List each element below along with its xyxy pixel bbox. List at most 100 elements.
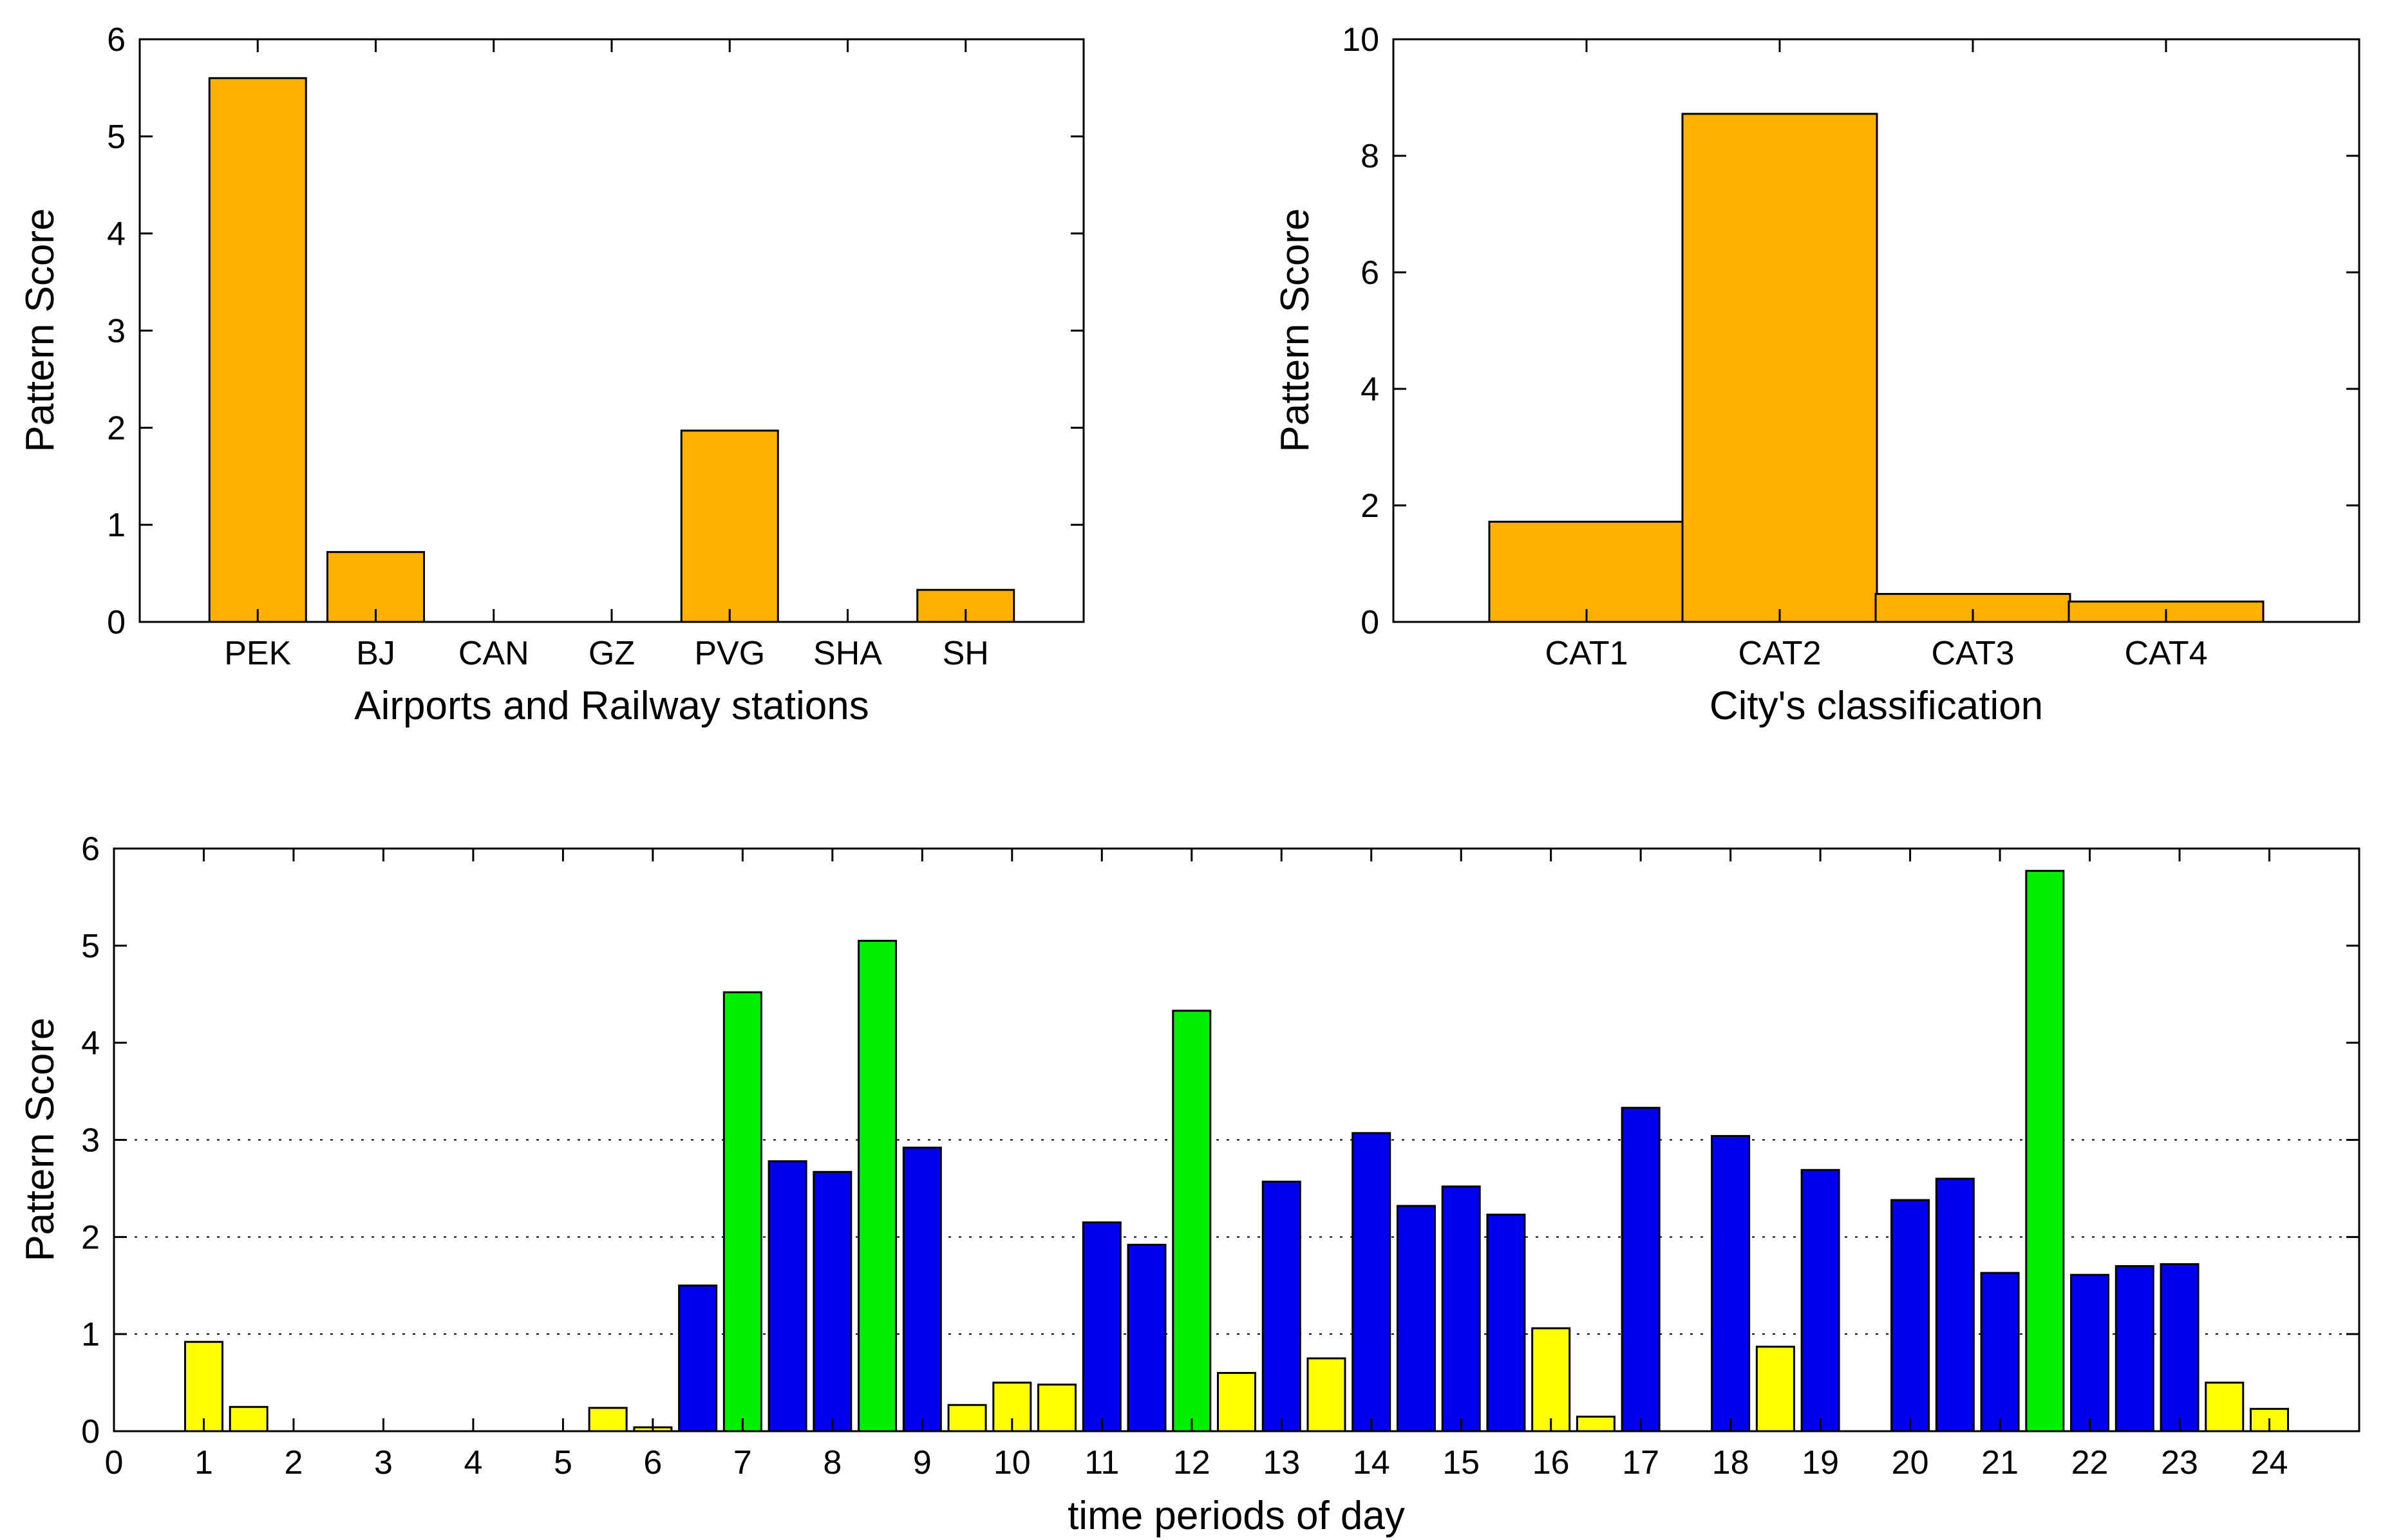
classification-plot-frame [1392, 38, 2360, 623]
stations-xtick-label: PEK [224, 635, 291, 672]
time-periods-xtick-label: 3 [374, 1444, 393, 1481]
time-periods-ytick-label: 5 [81, 928, 100, 965]
stations-xtick-label: BJ [356, 635, 395, 672]
stations-y-axis-label: Pattern Score [18, 208, 62, 452]
time-periods-bar [2115, 1265, 2154, 1432]
classification-bar [1681, 113, 1878, 623]
time-periods-xtick-label: 22 [2071, 1444, 2109, 1481]
time-periods-y-axis-label: Pattern Score [18, 1017, 62, 1261]
stations-chart: 0 1 2 3 4 5 6 PEK BJ CAN GZ PVG SHA SH Airports and … [18, 21, 1085, 728]
classification-y-axis-label: Pattern Score [1273, 208, 1317, 452]
time-periods-xtick-label: 10 [994, 1444, 1031, 1481]
classification-ytick-label: 10 [1342, 21, 1379, 59]
time-periods-bar [1352, 1132, 1391, 1432]
time-periods-bar [1935, 1178, 1975, 1432]
time-periods-bar [1755, 1346, 1795, 1432]
time-periods-bar [1082, 1221, 1122, 1432]
time-periods-xtick-label: 6 [643, 1444, 662, 1481]
time-periods-bar [2070, 1273, 2110, 1432]
time-periods-bar [947, 1404, 987, 1432]
stations-ytick-label: 5 [107, 118, 126, 156]
time-periods-xtick-label: 11 [1084, 1444, 1119, 1481]
time-periods-xtick-label: 17 [1622, 1444, 1659, 1481]
time-periods-bar [184, 1340, 223, 1432]
stations-x-axis-label: Airports and Railway stations [354, 684, 869, 728]
time-periods-xtick-label: 0 [105, 1444, 124, 1481]
stations-ytick-label: 0 [107, 604, 126, 641]
time-periods-bar [1306, 1357, 1346, 1432]
time-periods-bar [1800, 1169, 1840, 1432]
classification-ytick-label: 0 [1361, 604, 1379, 641]
time-periods-ytick-label: 6 [81, 831, 100, 868]
time-periods-bar [1396, 1205, 1436, 1432]
time-periods-xtick-label: 16 [1532, 1444, 1570, 1481]
classification-x-axis-label: City's classification [1710, 684, 2043, 728]
time-periods-bar [1576, 1415, 1615, 1432]
stations-bar [208, 77, 307, 623]
classification-ytick-label: 8 [1361, 138, 1379, 175]
time-periods-bar [1531, 1327, 1571, 1432]
time-periods-bar [858, 939, 898, 1432]
stations-xtick-label: CAN [458, 635, 529, 672]
time-periods-xtick-label: 4 [464, 1444, 482, 1481]
stations-xtick-label: GZ [589, 635, 635, 672]
classification-xtick-label: CAT1 [1545, 635, 1628, 672]
classification-chart: 0 2 4 6 8 10 CAT1 CAT2 CAT3 CAT4 City's classifi… [1273, 21, 2360, 728]
time-periods-bar [1890, 1199, 1930, 1432]
time-periods-bar [2025, 870, 2065, 1432]
classification-xtick-label: CAT3 [1931, 635, 2014, 672]
time-periods-ytick-label: 1 [81, 1316, 100, 1353]
time-periods-xtick-label: 13 [1263, 1444, 1300, 1481]
time-periods-xtick-label: 21 [1981, 1444, 2019, 1481]
time-periods-bar [902, 1147, 942, 1432]
time-periods-xtick-label: 15 [1442, 1444, 1480, 1481]
time-periods-x-axis-label: time periods of day [1068, 1494, 1405, 1538]
classification-ytick-label: 2 [1361, 487, 1379, 525]
stations-xtick-label: SHA [813, 635, 882, 672]
stations-bar [680, 429, 779, 623]
time-periods-xtick-label: 9 [913, 1444, 932, 1481]
time-periods-bar [1127, 1243, 1167, 1432]
time-periods-bar [1037, 1384, 1077, 1432]
time-periods-bar [813, 1170, 852, 1432]
time-periods-ytick-label: 4 [81, 1025, 100, 1062]
classification-bar [1488, 520, 1685, 623]
stations-ytick-label: 4 [107, 216, 126, 253]
time-periods-ytick-label: 2 [81, 1219, 100, 1256]
time-periods-xtick-label: 12 [1173, 1444, 1210, 1481]
time-periods-bar [2205, 1382, 2245, 1432]
time-periods-bar [1621, 1107, 1661, 1432]
time-periods-bar [1486, 1214, 1526, 1432]
time-periods-bar [229, 1405, 268, 1432]
time-periods-bar [1441, 1185, 1481, 1432]
time-periods-xtick-label: 5 [554, 1444, 572, 1481]
time-periods-bar [1261, 1180, 1301, 1432]
time-periods-ytick-label: 3 [81, 1122, 100, 1160]
time-periods-bar [2160, 1263, 2199, 1432]
time-periods-xtick-label: 20 [1892, 1444, 1929, 1481]
stations-ytick-label: 6 [107, 21, 126, 59]
stations-ytick-label: 3 [107, 313, 126, 350]
stations-xtick-label: SH [943, 635, 989, 672]
time-periods-bar [1711, 1134, 1751, 1432]
time-periods-xtick-label: 23 [2161, 1444, 2198, 1481]
time-periods-ytick-label: 0 [81, 1413, 100, 1451]
stations-ytick-label: 2 [107, 409, 126, 447]
classification-ytick-label: 4 [1361, 371, 1379, 408]
time-periods-xtick-label: 18 [1712, 1444, 1749, 1481]
time-periods-bar [722, 991, 762, 1432]
time-periods-xtick-label: 2 [284, 1444, 303, 1481]
time-periods-bar [678, 1284, 718, 1432]
time-periods-xtick-label: 24 [2251, 1444, 2288, 1481]
classification-xtick-label: CAT2 [1738, 635, 1821, 672]
classification-xtick-label: CAT4 [2124, 635, 2207, 672]
stations-ytick-label: 1 [107, 507, 126, 544]
time-periods-bar [588, 1407, 628, 1432]
stations-xtick-label: PVG [694, 635, 765, 672]
time-periods-xtick-label: 19 [1802, 1444, 1839, 1481]
time-periods-xtick-label: 7 [733, 1444, 752, 1481]
time-periods-bar [1172, 1009, 1212, 1432]
time-periods-bar [768, 1160, 807, 1432]
